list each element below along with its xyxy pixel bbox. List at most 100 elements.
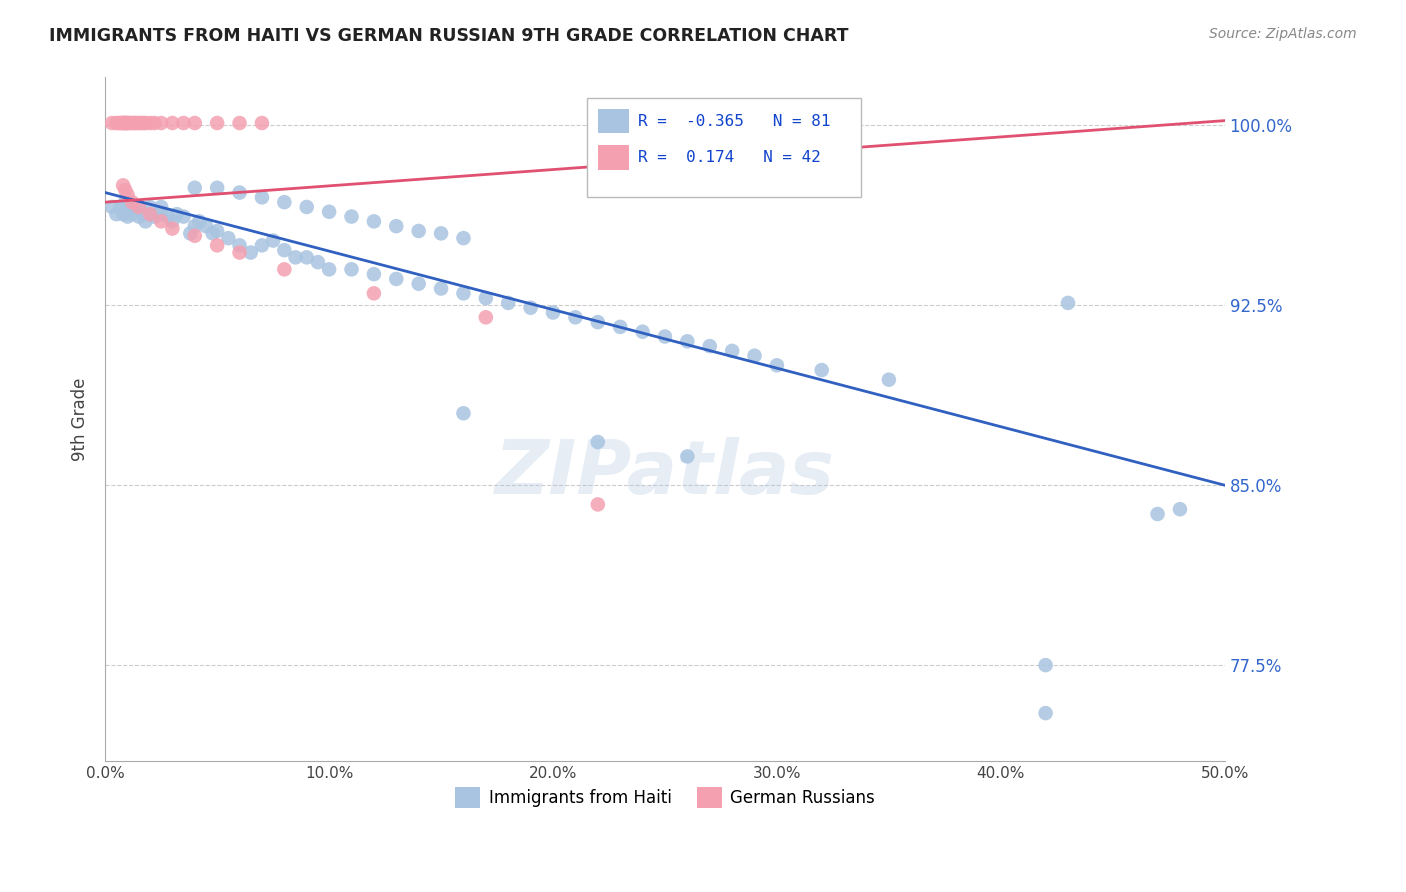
Point bbox=[273, 262, 295, 277]
Point bbox=[114, 116, 136, 130]
Point bbox=[586, 497, 609, 511]
Point bbox=[453, 231, 475, 245]
Text: R =  0.174   N = 42: R = 0.174 N = 42 bbox=[638, 150, 821, 165]
Point bbox=[408, 277, 430, 291]
Point bbox=[676, 450, 699, 464]
Text: IMMIGRANTS FROM HAITI VS GERMAN RUSSIAN 9TH GRADE CORRELATION CHART: IMMIGRANTS FROM HAITI VS GERMAN RUSSIAN … bbox=[49, 27, 849, 45]
Point bbox=[139, 207, 162, 221]
Point bbox=[475, 291, 498, 305]
Point bbox=[139, 200, 162, 214]
Point bbox=[430, 281, 453, 295]
Point bbox=[184, 181, 207, 195]
Point bbox=[228, 116, 250, 130]
Point bbox=[453, 406, 475, 420]
Point bbox=[129, 116, 152, 130]
Point bbox=[631, 325, 654, 339]
Point bbox=[101, 116, 124, 130]
Point bbox=[173, 210, 195, 224]
Point bbox=[496, 296, 519, 310]
Point bbox=[179, 227, 201, 241]
Point bbox=[1035, 658, 1057, 673]
Point bbox=[124, 116, 146, 130]
Point bbox=[295, 251, 318, 265]
Point bbox=[1035, 706, 1057, 720]
Point bbox=[139, 207, 162, 221]
Point bbox=[699, 339, 721, 353]
Point bbox=[194, 219, 217, 234]
Point bbox=[112, 116, 135, 130]
Point bbox=[475, 310, 498, 325]
Point bbox=[519, 301, 541, 315]
Point bbox=[340, 210, 363, 224]
Point bbox=[430, 227, 453, 241]
Point bbox=[205, 116, 228, 130]
Point bbox=[250, 190, 273, 204]
Legend: Immigrants from Haiti, German Russians: Immigrants from Haiti, German Russians bbox=[449, 780, 882, 814]
Point bbox=[228, 238, 250, 252]
Bar bbox=[598, 109, 628, 134]
Point bbox=[205, 181, 228, 195]
Point bbox=[166, 207, 188, 221]
Point bbox=[118, 116, 141, 130]
Point bbox=[150, 200, 173, 214]
Point bbox=[201, 227, 224, 241]
Point bbox=[273, 195, 295, 210]
Text: Source: ZipAtlas.com: Source: ZipAtlas.com bbox=[1209, 27, 1357, 41]
Point bbox=[721, 343, 744, 358]
Point bbox=[877, 373, 900, 387]
Point bbox=[676, 334, 699, 349]
Point bbox=[184, 228, 207, 243]
Point bbox=[117, 195, 139, 210]
Point bbox=[340, 262, 363, 277]
Point bbox=[541, 305, 564, 319]
Point bbox=[184, 116, 207, 130]
Point bbox=[250, 116, 273, 130]
Point bbox=[408, 224, 430, 238]
Point bbox=[1168, 502, 1191, 516]
Bar bbox=[598, 145, 628, 169]
Point bbox=[128, 116, 150, 130]
Point bbox=[318, 204, 340, 219]
Point bbox=[295, 200, 318, 214]
Point bbox=[744, 349, 766, 363]
Point bbox=[228, 245, 250, 260]
Point bbox=[205, 238, 228, 252]
Point bbox=[128, 200, 150, 214]
Point bbox=[114, 195, 136, 210]
Point bbox=[101, 200, 124, 214]
Point bbox=[205, 224, 228, 238]
Point bbox=[117, 116, 139, 130]
Point bbox=[173, 116, 195, 130]
Point bbox=[117, 210, 139, 224]
Point bbox=[318, 262, 340, 277]
Point bbox=[128, 210, 150, 224]
Point bbox=[112, 116, 135, 130]
Point bbox=[125, 116, 148, 130]
Point bbox=[188, 214, 211, 228]
Point bbox=[228, 186, 250, 200]
Point bbox=[139, 116, 162, 130]
Point bbox=[112, 178, 135, 193]
Point bbox=[453, 286, 475, 301]
Point bbox=[128, 200, 150, 214]
Point bbox=[143, 210, 166, 224]
Point bbox=[112, 207, 135, 221]
Y-axis label: 9th Grade: 9th Grade bbox=[72, 377, 89, 461]
Point bbox=[217, 231, 239, 245]
Point bbox=[564, 310, 586, 325]
Point bbox=[239, 245, 262, 260]
Point bbox=[162, 116, 184, 130]
Point bbox=[150, 207, 173, 221]
Text: ZIPatlas: ZIPatlas bbox=[495, 437, 835, 510]
Point bbox=[117, 188, 139, 202]
Point bbox=[121, 116, 143, 130]
Text: R =  -0.365   N = 81: R = -0.365 N = 81 bbox=[638, 113, 831, 128]
Point bbox=[117, 116, 139, 130]
Point bbox=[363, 214, 385, 228]
Point bbox=[307, 255, 329, 269]
Point bbox=[609, 319, 631, 334]
Point bbox=[132, 207, 155, 221]
Point bbox=[385, 219, 408, 234]
FancyBboxPatch shape bbox=[586, 98, 860, 197]
Point bbox=[284, 251, 307, 265]
